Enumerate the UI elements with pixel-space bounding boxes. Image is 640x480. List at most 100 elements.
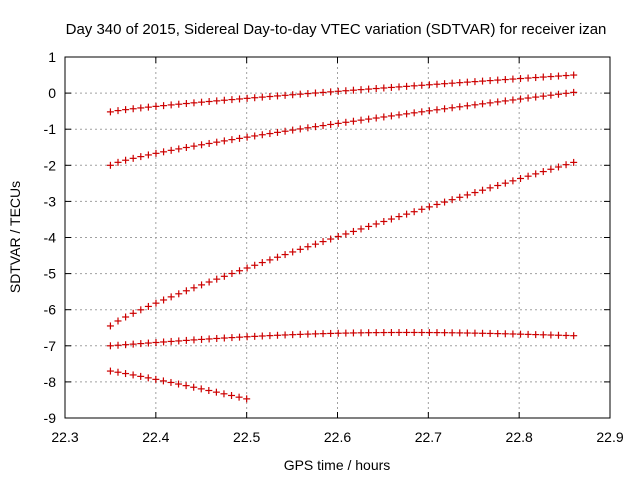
data-point [334,119,342,127]
data-point [251,94,259,102]
x-tick-label: 22.6 [324,429,351,445]
data-point [433,329,441,337]
data-point [122,341,130,349]
data-point [220,390,228,398]
data-point [122,370,130,378]
data-point [554,331,562,339]
data-point [198,335,206,343]
data-point [365,115,373,123]
data-point [144,374,152,382]
data-point [281,331,289,339]
data-point [349,117,357,125]
data-point [342,230,350,238]
data-point [501,97,509,105]
data-point [554,163,562,171]
data-point [380,84,388,92]
data-point [167,378,175,386]
data-point [463,329,471,337]
data-point [281,127,289,135]
data-point [122,106,130,114]
x-tick-label: 22.3 [51,429,78,445]
data-point [243,133,251,141]
data-point [167,293,175,301]
series-satellite-2 [106,88,578,169]
data-point [570,332,578,340]
data-point [258,259,266,267]
data-point [387,215,395,223]
data-point [152,149,160,157]
data-point [418,205,426,213]
data-point [319,238,327,246]
data-point [380,329,388,337]
data-point [403,210,411,218]
data-point [182,382,190,390]
data-point [448,104,456,112]
data-point [129,105,137,113]
x-tick-label: 22.4 [142,429,169,445]
data-point [220,272,228,280]
data-point [441,105,449,113]
data-point [129,154,137,162]
data-point [228,391,236,399]
data-point [410,328,418,336]
data-point [494,98,502,106]
data-point [456,79,464,87]
series-satellite-5 [106,367,251,403]
data-point [433,80,441,88]
data-point [266,93,274,101]
data-point [349,329,357,337]
data-point [357,86,365,94]
data-point [410,208,418,216]
data-point [501,330,509,338]
data-point [197,385,205,393]
data-point [273,253,281,261]
data-point [243,395,251,403]
data-point [160,148,168,156]
data-point [517,95,525,103]
data-point [167,337,175,345]
data-point [182,100,190,108]
data-point [509,330,517,338]
data-point [160,102,168,110]
data-point [418,108,426,116]
y-tick-label: -2 [44,157,57,173]
x-tick-label: 22.5 [233,429,260,445]
data-point [372,85,380,93]
data-point [243,264,251,272]
data-point [372,114,380,122]
data-point [152,102,160,110]
data-point [296,125,304,133]
data-point [479,100,487,108]
data-point [456,193,464,201]
data-point [448,329,456,337]
data-point [235,393,243,401]
data-point [129,340,137,348]
data-point [289,126,297,134]
data-point [205,98,213,106]
data-point [365,85,373,93]
data-point [357,225,365,233]
data-point [395,111,403,119]
data-point [266,256,274,264]
data-point [570,88,578,96]
data-point [471,101,479,109]
data-point [509,75,517,83]
data-point [175,380,183,388]
data-point [532,74,540,82]
data-point [509,177,517,185]
data-point [304,124,312,132]
data-point [144,339,152,347]
data-point [144,103,152,111]
data-point [114,341,122,349]
data-point [448,79,456,87]
data-point [403,328,411,336]
data-point [152,375,160,383]
data-point [463,78,471,86]
data-point [213,97,221,105]
data-point [486,329,494,337]
data-point [281,91,289,99]
data-point [547,331,555,339]
plot-frame [64,56,611,419]
y-tick-label: -3 [44,193,57,209]
